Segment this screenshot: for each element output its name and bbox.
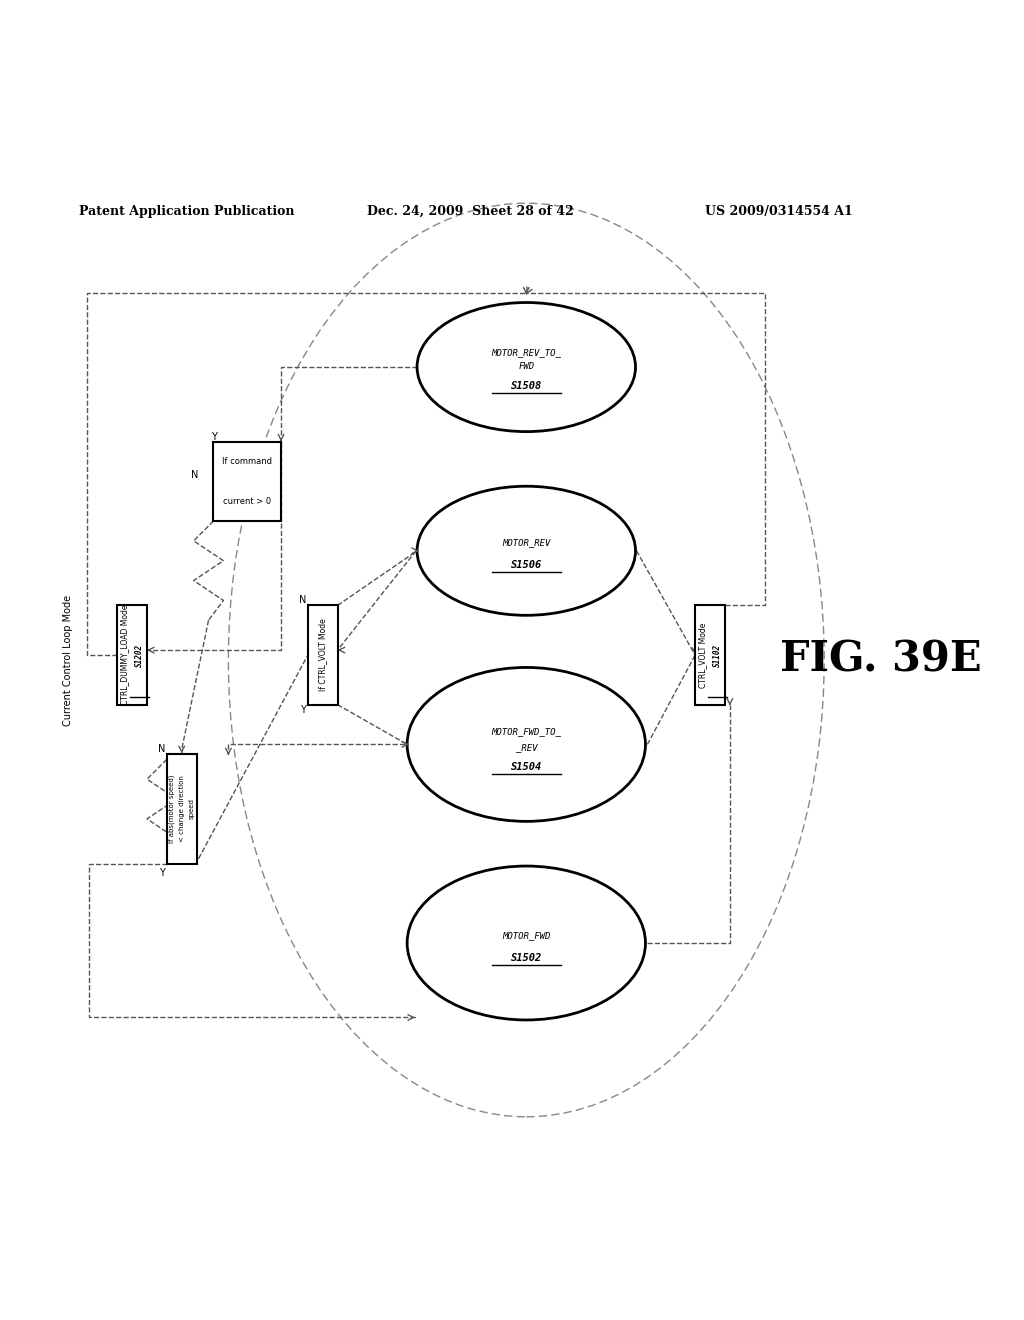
Text: N: N — [158, 744, 166, 754]
Text: MOTOR_REV_TO_: MOTOR_REV_TO_ — [492, 347, 561, 356]
FancyBboxPatch shape — [308, 606, 338, 705]
Text: Y: Y — [159, 869, 165, 879]
Text: S1506: S1506 — [511, 560, 542, 570]
Text: speed: speed — [188, 799, 195, 820]
Text: CTRL_VOLT Mode: CTRL_VOLT Mode — [698, 622, 707, 688]
Text: CTRL_DUMMY_LOAD Mode: CTRL_DUMMY_LOAD Mode — [120, 605, 129, 705]
FancyBboxPatch shape — [695, 606, 725, 705]
Text: _REV: _REV — [515, 743, 537, 752]
Text: MOTOR_FWD_TO_: MOTOR_FWD_TO_ — [492, 727, 561, 737]
FancyBboxPatch shape — [213, 442, 281, 521]
Text: MOTOR_FWD: MOTOR_FWD — [502, 932, 551, 941]
Text: FIG. 39E: FIG. 39E — [779, 639, 981, 681]
Text: Y: Y — [300, 705, 306, 714]
FancyBboxPatch shape — [117, 606, 147, 705]
Text: S1504: S1504 — [511, 762, 542, 772]
Text: If CTRL_VOLT Mode: If CTRL_VOLT Mode — [318, 619, 328, 692]
Text: Patent Application Publication: Patent Application Publication — [80, 205, 295, 218]
Ellipse shape — [408, 668, 645, 821]
Text: S1502: S1502 — [511, 953, 542, 962]
Text: If abs(motor speed): If abs(motor speed) — [169, 775, 175, 843]
Text: < change direction: < change direction — [179, 776, 184, 842]
Text: N: N — [299, 595, 306, 606]
Text: S1102: S1102 — [713, 643, 722, 667]
Text: Dec. 24, 2009  Sheet 28 of 42: Dec. 24, 2009 Sheet 28 of 42 — [368, 205, 574, 218]
Text: MOTOR_REV: MOTOR_REV — [502, 539, 551, 548]
Ellipse shape — [417, 302, 636, 432]
Text: Y: Y — [211, 432, 216, 442]
Text: Current Control Loop Mode: Current Control Loop Mode — [62, 594, 73, 726]
Text: N: N — [190, 470, 199, 480]
Text: current > 0: current > 0 — [223, 496, 271, 506]
Text: S1508: S1508 — [511, 381, 542, 391]
FancyBboxPatch shape — [167, 754, 197, 863]
Text: FWD: FWD — [518, 362, 535, 371]
Text: S1202: S1202 — [135, 643, 144, 667]
Text: US 2009/0314554 A1: US 2009/0314554 A1 — [706, 205, 853, 218]
Ellipse shape — [408, 866, 645, 1020]
Ellipse shape — [417, 486, 636, 615]
Text: If command: If command — [222, 457, 272, 466]
